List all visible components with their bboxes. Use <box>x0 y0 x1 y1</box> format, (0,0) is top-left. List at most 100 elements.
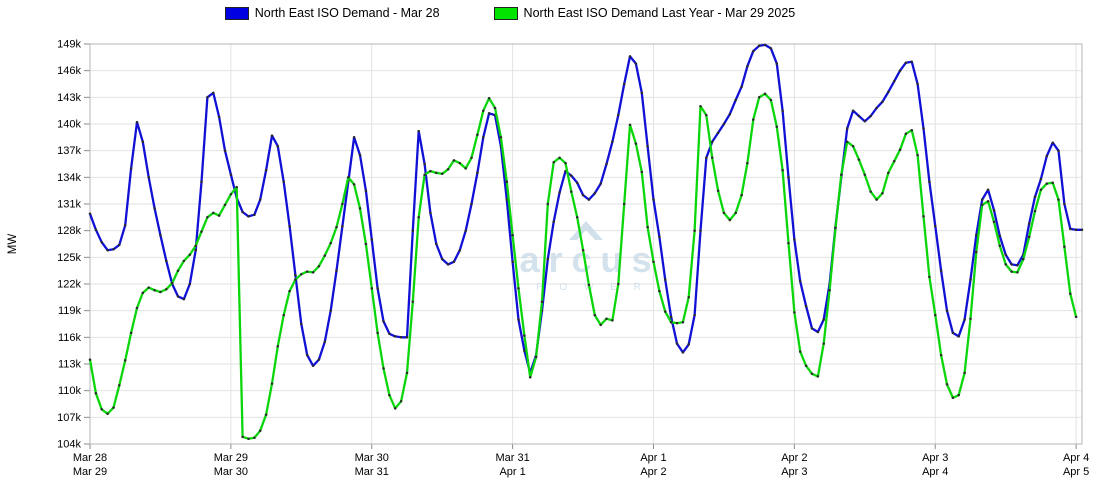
series-marker <box>587 283 591 287</box>
series-marker <box>986 200 990 203</box>
series-marker <box>241 210 244 214</box>
series-marker <box>1069 292 1072 296</box>
series-marker <box>740 193 743 197</box>
series-marker <box>352 136 356 139</box>
series-marker <box>992 208 996 212</box>
series-marker <box>998 244 1002 248</box>
series-marker <box>399 400 403 403</box>
series-marker <box>570 190 573 193</box>
series-marker <box>482 109 485 112</box>
series-marker <box>276 344 280 348</box>
series-marker <box>88 358 92 361</box>
series-marker <box>646 225 649 229</box>
series-marker <box>669 320 673 324</box>
series-marker <box>264 413 268 416</box>
series-marker <box>165 259 168 263</box>
series-marker <box>182 259 186 263</box>
series-marker <box>746 64 749 68</box>
series-marker <box>593 192 597 195</box>
series-marker <box>129 167 133 170</box>
series-marker <box>622 82 626 86</box>
series-marker <box>992 220 996 224</box>
series-marker <box>435 171 438 175</box>
series-marker <box>975 250 978 254</box>
series-marker <box>928 275 931 279</box>
series-marker <box>939 353 943 357</box>
series-marker <box>892 160 896 163</box>
series-marker <box>1057 149 1060 152</box>
series-marker <box>910 60 914 64</box>
series-marker <box>540 300 544 304</box>
series-marker <box>722 122 726 126</box>
series-marker <box>300 322 303 326</box>
series-marker <box>123 359 127 362</box>
x-tick-label-top: Apr 3 <box>922 452 948 464</box>
legend-swatch-current <box>224 6 249 20</box>
legend-item-last-year[interactable]: North East ISO Demand Last Year - Mar 29… <box>493 6 795 20</box>
series-marker <box>845 140 849 144</box>
legend-item-current[interactable]: North East ISO Demand - Mar 28 <box>224 6 440 20</box>
series-marker <box>892 80 896 83</box>
series-marker <box>452 159 456 162</box>
series-marker <box>705 156 708 160</box>
series-marker <box>904 132 908 136</box>
series-marker <box>153 207 156 210</box>
series-marker <box>857 114 861 118</box>
series-marker <box>775 125 779 128</box>
series-marker <box>1051 181 1054 184</box>
series-marker <box>581 248 585 252</box>
series-marker <box>587 198 591 201</box>
series-marker <box>581 193 585 197</box>
watermark-logo-icon <box>569 221 603 240</box>
series-marker <box>258 198 262 201</box>
series-marker <box>928 180 931 184</box>
y-tick-label: 125k <box>57 252 81 264</box>
series-marker <box>188 282 192 286</box>
series-marker <box>276 144 280 148</box>
series-marker <box>1039 177 1043 181</box>
x-tick-label-bottom: Apr 4 <box>922 466 948 478</box>
series-marker <box>1010 263 1013 266</box>
series-marker <box>141 140 145 144</box>
series-marker <box>822 318 825 321</box>
series-marker <box>781 168 784 172</box>
series-marker <box>763 43 767 47</box>
series-marker <box>675 321 679 325</box>
series-marker <box>212 211 215 215</box>
series-marker <box>194 244 197 248</box>
series-marker <box>957 335 960 338</box>
series-marker <box>440 172 444 176</box>
series-marker <box>552 220 555 224</box>
series-marker <box>470 156 473 160</box>
series-marker <box>834 226 837 230</box>
series-marker <box>335 225 338 229</box>
series-marker <box>575 216 579 219</box>
series-marker <box>305 353 309 357</box>
series-line-0 <box>88 43 1084 375</box>
series-marker <box>546 257 550 261</box>
y-tick-label: 134k <box>57 172 81 184</box>
series-marker <box>458 248 462 252</box>
y-tick-label: 146k <box>57 65 81 77</box>
series-marker <box>264 168 268 172</box>
series-marker <box>693 229 696 232</box>
series-marker <box>1069 227 1072 231</box>
series-marker <box>88 212 92 216</box>
series-marker <box>405 371 409 375</box>
y-axis-title: MW <box>7 234 19 255</box>
series-marker <box>628 55 632 58</box>
series-marker <box>523 334 526 337</box>
series-marker <box>652 198 655 201</box>
series-marker <box>804 304 808 308</box>
series-marker <box>798 350 802 353</box>
series-marker <box>687 296 690 299</box>
series-marker <box>652 260 655 264</box>
series-marker <box>857 158 861 161</box>
series-marker <box>341 224 344 228</box>
series-marker <box>969 278 972 281</box>
series-marker <box>734 98 737 102</box>
series-marker <box>423 162 426 166</box>
series-marker <box>828 288 831 292</box>
series-marker <box>200 180 203 184</box>
